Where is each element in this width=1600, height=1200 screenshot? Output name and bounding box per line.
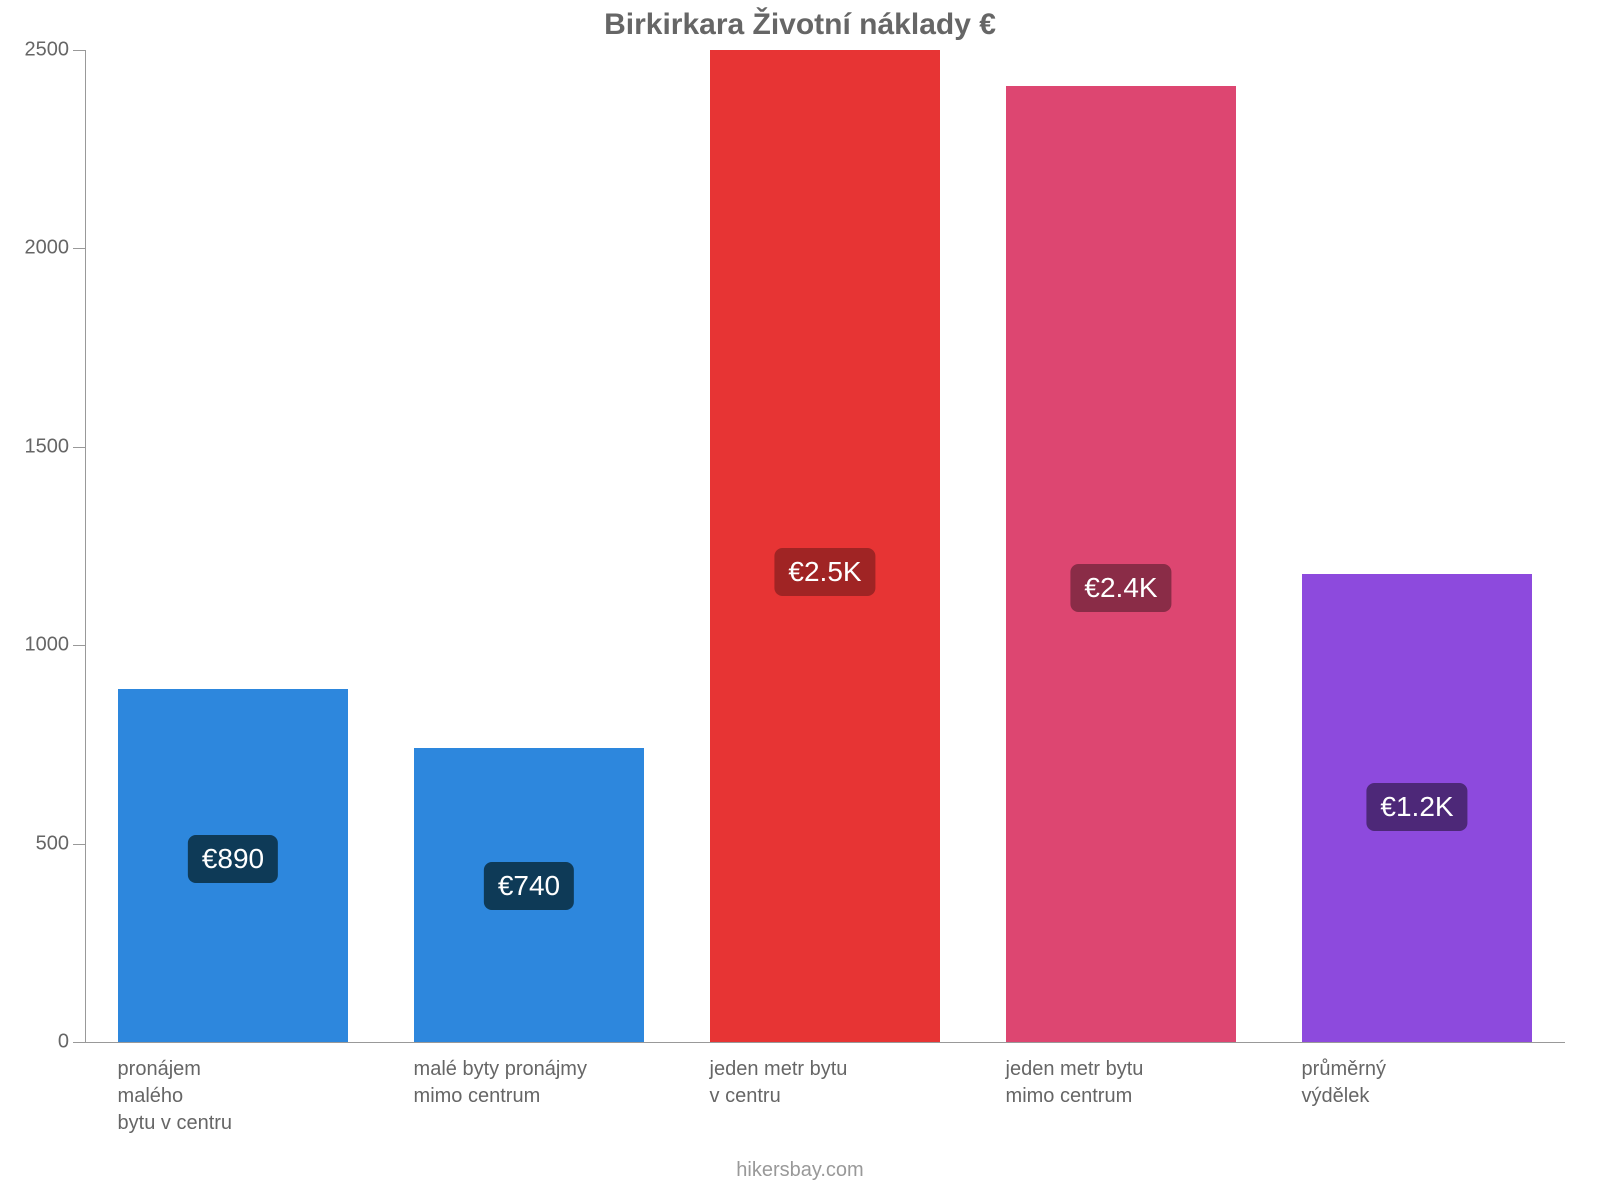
value-badge: €2.5K (774, 548, 875, 596)
y-tick-label: 2000 (25, 237, 86, 260)
value-badge: €740 (484, 862, 574, 910)
y-tick-label: 2500 (25, 39, 86, 62)
bar: €2.5K (710, 50, 941, 1042)
x-axis-label: průměrnývýdělek (1302, 1056, 1573, 1110)
y-tick-label: 500 (36, 832, 85, 855)
x-axis (85, 1042, 1565, 1043)
y-tick-label: 1500 (25, 435, 86, 458)
bar: €1.2K (1302, 574, 1533, 1042)
x-axis-label: pronájemmaléhobytu v centru (118, 1056, 389, 1137)
bar: €2.4K (1006, 86, 1237, 1042)
plot-area: 05001000150020002500€890pronájemmaléhoby… (85, 50, 1565, 1042)
y-tick-label: 1000 (25, 634, 86, 657)
bar: €740 (414, 748, 645, 1042)
x-axis-label: malé byty pronájmymimo centrum (414, 1056, 685, 1110)
value-badge: €890 (188, 835, 278, 883)
chart-title: Birkirkara Životní náklady € (0, 8, 1600, 42)
y-tick-label: 0 (58, 1031, 85, 1054)
cost-of-living-chart: Birkirkara Životní náklady € 05001000150… (0, 0, 1600, 1200)
x-axis-label: jeden metr bytuv centru (710, 1056, 981, 1110)
y-axis (85, 50, 86, 1042)
bar: €890 (118, 689, 349, 1042)
x-axis-label: jeden metr bytumimo centrum (1006, 1056, 1277, 1110)
value-badge: €2.4K (1070, 564, 1171, 612)
chart-footer: hikersbay.com (0, 1159, 1600, 1182)
value-badge: €1.2K (1366, 783, 1467, 831)
